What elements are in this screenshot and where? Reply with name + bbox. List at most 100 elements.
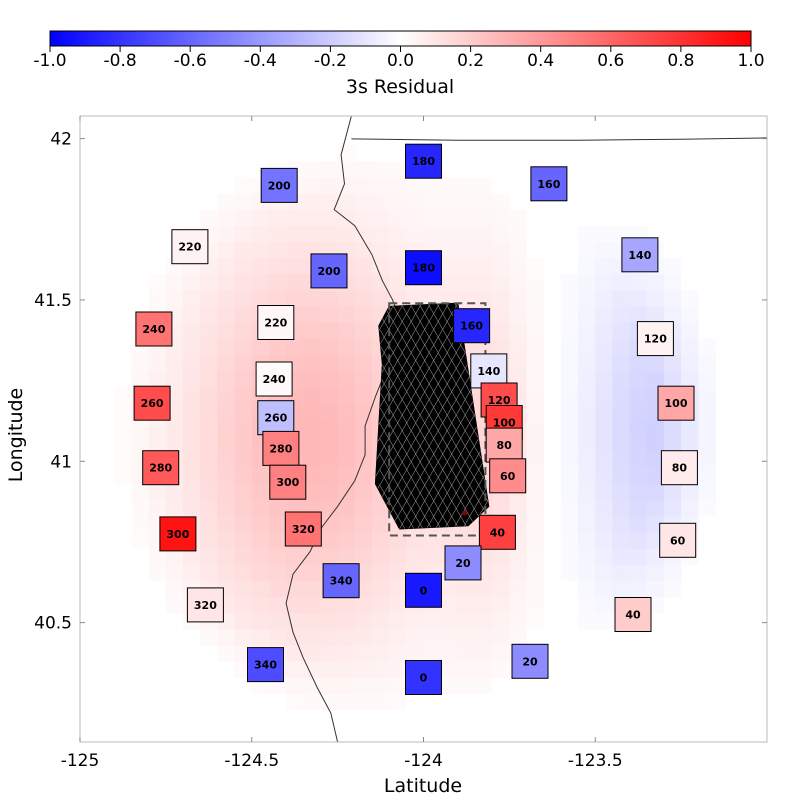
mesh-triangle	[460, 383, 470, 392]
heatmap-cell	[389, 161, 407, 178]
heatmap-cell	[526, 258, 545, 275]
heatmap-cell	[646, 580, 665, 598]
mesh-triangle	[442, 445, 452, 455]
heatmap-cell	[457, 193, 476, 210]
heatmap-cell	[389, 629, 407, 646]
heatmap-cell	[165, 354, 184, 372]
heatmap-cell	[578, 322, 596, 339]
station-label: 20	[522, 655, 538, 668]
heatmap-cell	[234, 241, 253, 259]
heatmap-cell	[578, 467, 596, 485]
heatmap-cell	[578, 306, 596, 323]
heatmap-cell	[251, 516, 270, 533]
heatmap-cell	[406, 629, 424, 646]
heatmap-cell	[251, 290, 270, 307]
heatmap-cell	[286, 225, 304, 243]
heatmap-cell	[509, 564, 527, 581]
colorbar-tick-label: 0.6	[597, 51, 624, 71]
heatmap-cell	[217, 483, 235, 501]
mesh-triangle	[447, 438, 457, 447]
station-label: 100	[665, 397, 688, 410]
mesh-triangle	[451, 367, 461, 377]
heatmap-cell	[354, 177, 373, 194]
heatmap-cell	[234, 500, 253, 517]
heatmap-cell	[681, 306, 699, 323]
heatmap-cell	[234, 548, 253, 565]
heatmap-cell	[509, 290, 527, 307]
mesh-triangle	[379, 321, 389, 330]
colorbar-tick-label: 1.0	[737, 51, 764, 71]
heatmap-cell	[629, 435, 648, 452]
heatmap-cell	[217, 193, 235, 210]
heatmap-cell	[251, 274, 270, 291]
heatmap-cell	[286, 612, 304, 630]
mesh-triangle	[433, 477, 443, 486]
mesh-triangle	[406, 305, 416, 314]
heatmap-cell	[337, 451, 356, 469]
heatmap-cell	[251, 580, 270, 598]
mesh-triangle	[429, 422, 439, 431]
heatmap-cell	[612, 483, 630, 501]
heatmap-cell	[578, 532, 596, 549]
mesh-triangle	[456, 484, 466, 494]
heatmap-cell	[303, 693, 321, 711]
heatmap-cell	[200, 290, 218, 307]
mesh-triangle	[429, 313, 439, 322]
mesh-triangle	[451, 383, 461, 392]
heatmap-cell	[286, 274, 304, 291]
heatmap-cell	[646, 435, 665, 452]
heatmap-cell	[320, 467, 338, 485]
heatmap-cell	[165, 290, 184, 307]
mesh-triangle	[406, 430, 416, 439]
heatmap-cell	[646, 451, 665, 469]
heatmap-cell	[286, 693, 304, 711]
mesh-triangle	[420, 516, 430, 525]
heatmap-cell	[148, 419, 167, 436]
heatmap-cell	[560, 451, 579, 469]
heatmap-cell	[217, 500, 235, 517]
mesh-triangle	[456, 391, 466, 400]
heatmap-cell	[251, 612, 270, 630]
mesh-triangle	[460, 523, 470, 529]
mesh-triangle	[460, 399, 470, 408]
mesh-triangle	[411, 500, 421, 509]
heatmap-cell	[526, 419, 545, 436]
mesh-triangle	[420, 484, 430, 494]
heatmap-cell	[389, 580, 407, 598]
heatmap-cell	[423, 193, 442, 210]
heatmap-cell	[509, 548, 527, 565]
heatmap-cell	[354, 467, 373, 485]
heatmap-cell	[526, 435, 545, 452]
mesh-triangle	[474, 500, 484, 509]
mesh-triangle	[451, 352, 461, 361]
heatmap-cell	[612, 274, 630, 291]
heatmap-cell	[595, 435, 613, 452]
station-box	[133, 385, 171, 421]
heatmap-cell	[183, 451, 201, 469]
mesh-triangle	[424, 477, 434, 486]
heatmap-cell	[492, 225, 510, 243]
heatmap-cell	[663, 483, 682, 501]
y-tick-label: 41.5	[34, 291, 72, 311]
x-axis-title: Latitude	[384, 775, 462, 797]
mesh-triangle	[397, 461, 407, 470]
heatmap-cell	[663, 306, 682, 323]
heatmap-cell	[560, 435, 579, 452]
colorbar-tick-label: -1.0	[33, 51, 66, 71]
heatmap-cell	[337, 225, 356, 243]
station-label: 80	[672, 462, 688, 475]
heatmap-cell	[492, 322, 510, 339]
heatmap-cell	[509, 274, 527, 291]
heatmap-cell	[440, 241, 459, 259]
heatmap-cell	[337, 177, 356, 194]
mesh-triangle	[451, 492, 461, 501]
mesh-triangle	[420, 406, 430, 416]
heatmap-cell	[303, 370, 321, 388]
heatmap-cell	[234, 306, 253, 323]
mesh-triangle	[397, 445, 407, 455]
heatmap-cell	[200, 483, 218, 501]
mesh-triangle	[429, 438, 439, 447]
heatmap-cell	[200, 564, 218, 581]
heatmap-cell	[475, 661, 493, 678]
